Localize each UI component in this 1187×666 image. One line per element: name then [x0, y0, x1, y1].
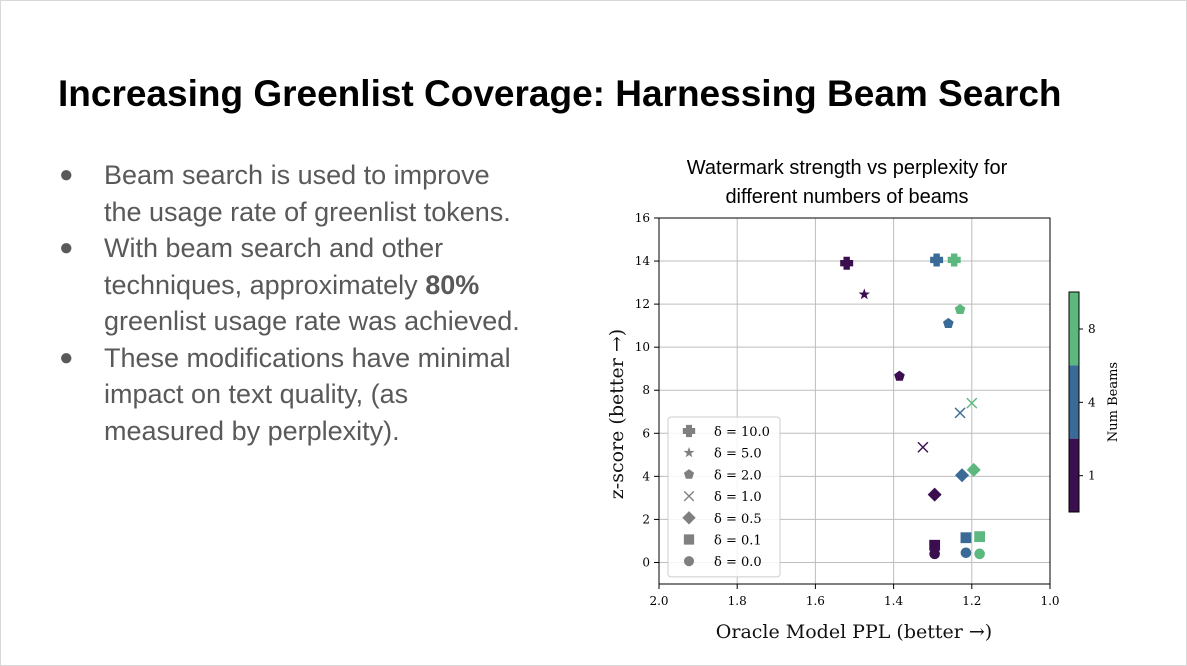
data-point-circle [929, 548, 940, 560]
legend-marker-square [683, 534, 695, 545]
x-tick-label: 1.2 [962, 594, 981, 608]
legend-label: δ = 0.0 [714, 555, 762, 570]
x-axis-label: Oracle Model PPL (better →) [716, 621, 992, 643]
data-point-x [917, 441, 929, 453]
y-tick-label: 10 [635, 340, 650, 354]
x-tick-label: 1.6 [806, 594, 825, 608]
legend-marker-plus [682, 424, 696, 438]
data-point-diamond [955, 468, 970, 483]
chart-figure: Watermark strength vs perplexity for dif… [599, 151, 1159, 651]
data-point-x [954, 407, 966, 419]
legend-marker-star [683, 447, 695, 458]
legend-box [667, 416, 781, 578]
y-tick-label: 6 [642, 426, 650, 440]
y-tick-label: 12 [635, 297, 650, 311]
chart-title-line: different numbers of beams [725, 186, 968, 208]
chart-title-line: Watermark strength vs perplexity for [687, 157, 1008, 179]
colorbar-tick-label: 8 [1088, 322, 1096, 336]
colorbar-segment [1069, 365, 1079, 439]
legend-marker-pentagon [683, 469, 695, 479]
bullet-item: ● Beam search is used to improve the usa… [56, 157, 526, 230]
bullet-text: With beam search and other techniques, a… [104, 233, 444, 300]
data-point-circle [960, 547, 972, 559]
data-point-x [966, 397, 978, 409]
bullet-text: Beam search is used to improve the usage… [104, 160, 511, 227]
data-point-pentagon [894, 370, 905, 381]
data-point-diamond [966, 462, 981, 477]
scatter-chart: Watermark strength vs perplexity for dif… [606, 157, 1121, 643]
bullet-dot-icon: ● [59, 161, 74, 188]
legend-marker-x [683, 490, 695, 502]
legend-label: δ = 0.1 [714, 534, 762, 549]
legend-label: δ = 0.5 [714, 512, 762, 527]
data-point-pentagon [943, 317, 954, 329]
x-tick-label: 1.8 [728, 594, 747, 608]
data-point-pentagon [954, 303, 966, 315]
y-tick-label: 0 [642, 555, 650, 569]
colorbar: 1 4 8 Num Beams [1068, 291, 1121, 513]
bullet-item: ● With beam search and other techniques,… [56, 230, 526, 340]
bullet-emphasis: 80% [425, 269, 480, 300]
legend-label: δ = 1.0 [714, 490, 762, 505]
legend: δ = 10.0 δ = 5.0 δ = 2.0 δ = 1.0 δ = 0.5 δ = … [667, 416, 781, 578]
y-tick-label: 4 [642, 469, 650, 483]
x-tick-label: 1.0 [1040, 594, 1059, 608]
data-point-plus [930, 253, 944, 267]
data-point-square [929, 539, 941, 551]
y-axis-label: z-score (better →) [606, 329, 628, 499]
x-tick-label: 1.4 [884, 594, 903, 608]
y-tick-label: 2 [642, 512, 650, 526]
slide-title: Increasing Greenlist Coverage: Harnessin… [58, 73, 1062, 114]
data-point-plus [840, 256, 854, 270]
bullet-item: ● These modifications have minimal impac… [56, 340, 526, 450]
data-point-star [858, 288, 870, 300]
legend-marker-circle [683, 556, 695, 567]
bullet-text: These modifications have minimal impact … [104, 342, 511, 446]
data-point-diamond [927, 487, 942, 502]
bullet-text: greenlist usage rate was achieved. [104, 306, 520, 336]
legend-label: δ = 10.0 [714, 425, 770, 440]
data-points [840, 253, 986, 560]
colorbar-segment [1069, 292, 1079, 366]
bullet-dot-icon: ● [59, 234, 74, 261]
data-point-square [974, 531, 986, 543]
colorbar-label: Num Beams [1106, 362, 1121, 442]
data-point-square [960, 532, 972, 544]
bullet-dot-icon: ● [59, 343, 74, 371]
colorbar-tick-label: 4 [1088, 395, 1096, 409]
y-tick-label: 14 [635, 254, 651, 268]
legend-label: δ = 5.0 [714, 447, 762, 462]
data-point-plus [947, 253, 961, 267]
legend-label: δ = 2.0 [714, 468, 762, 483]
y-tick-label: 8 [642, 383, 650, 397]
colorbar-segment [1069, 438, 1079, 512]
colorbar-tick-label: 1 [1088, 469, 1096, 483]
x-tick-label: 2.0 [649, 594, 668, 608]
axes: 2.0 1.8 1.6 1.4 1.2 1.0 0 2 4 6 8 10 12 14 16 [635, 211, 1060, 608]
bullet-list: ● Beam search is used to improve the usa… [56, 157, 526, 449]
data-point-circle [974, 548, 985, 560]
plot-frame [658, 217, 1051, 585]
y-tick-label: 16 [635, 211, 650, 225]
